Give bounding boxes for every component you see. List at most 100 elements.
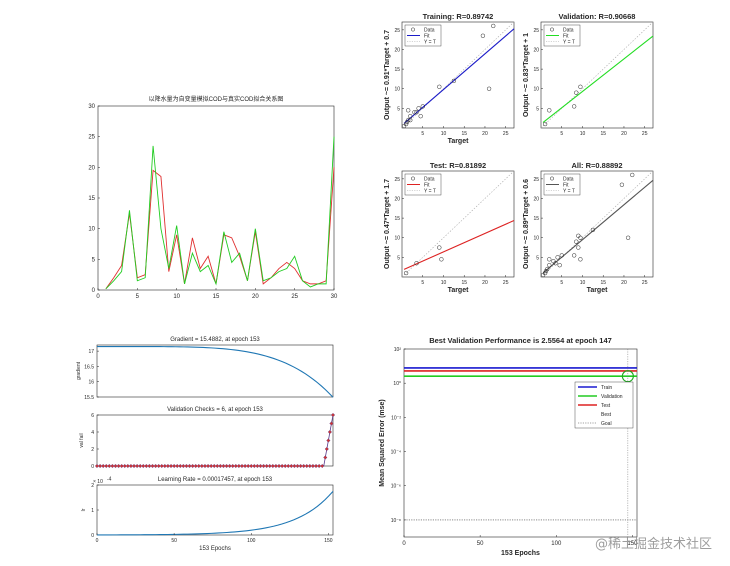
- valfail-marker: [298, 463, 303, 469]
- cod-x-tick-label: 0: [96, 294, 100, 300]
- valfail-marker: [249, 463, 254, 469]
- valfail-marker: [327, 429, 332, 435]
- perf-legend-label-goal: Goal: [601, 421, 612, 427]
- training-legend-fit-label: Fit: [424, 34, 430, 40]
- valfail-marker: [184, 463, 189, 469]
- all-y-tick-label: 10: [533, 236, 539, 242]
- validation-data-point: [572, 104, 577, 109]
- all-legend-identity-label: Y = T: [563, 189, 575, 195]
- valfail-marker: [304, 463, 309, 469]
- validation-x-tick-label: 15: [600, 131, 606, 137]
- perf-y-tick-label: 10⁰: [393, 381, 401, 387]
- valfail-plot-area: [96, 414, 334, 467]
- valfail-marker: [104, 463, 109, 469]
- perf-x-label: 153 Epochs: [501, 550, 540, 557]
- all-data-point: [542, 270, 548, 276]
- training-legend-box: [404, 24, 442, 47]
- valfail-marker: [252, 463, 257, 469]
- training-legend-data-marker: [411, 27, 415, 32]
- valfail-marker: [165, 463, 171, 469]
- validation-data-point: [547, 108, 552, 113]
- valfail-marker: [255, 463, 260, 469]
- valfail-marker: [122, 463, 127, 469]
- test-x-label: Target: [448, 287, 470, 294]
- training-data-point: [406, 108, 411, 113]
- valfail-marker: [187, 463, 192, 469]
- all-y-tick-label: 20: [533, 196, 539, 202]
- all-legend-data-label: Data: [563, 177, 574, 183]
- validation-y-tick-label: 5: [536, 106, 539, 112]
- validation-legend-fit-label: Fit: [563, 34, 569, 40]
- valfail-marker: [236, 463, 241, 469]
- valfail-marker: [153, 463, 158, 469]
- all-y-tick-label: 25: [533, 177, 539, 183]
- test-legend-data-label: Data: [424, 177, 435, 183]
- validation-x-tick-label: 20: [621, 131, 627, 137]
- valfail-marker: [116, 463, 121, 469]
- valfail-marker: [320, 463, 325, 469]
- perf-y-tick-label: 10⁻⁴: [391, 450, 401, 456]
- gradient-y-tick-label: 17: [88, 349, 94, 355]
- test-x-tick-label: 10: [441, 280, 447, 286]
- validation-y-label: Output ~= 0.83*Target + 1: [523, 33, 530, 117]
- all-data-point: [559, 253, 564, 258]
- test-data-point: [414, 261, 419, 266]
- training-x-label: Target: [448, 138, 470, 145]
- lr-x-tick-label: 100: [247, 538, 256, 544]
- lr-x-tick-label: 0: [96, 538, 99, 544]
- all-x-tick-label: 25: [642, 280, 648, 286]
- valfail-marker: [301, 463, 306, 469]
- test-fit-line: [403, 220, 515, 270]
- training-legend-identity-label: Y = T: [424, 40, 436, 46]
- training-x-tick-label: 10: [441, 131, 447, 137]
- valfail-marker: [159, 463, 164, 469]
- valfail-marker: [239, 463, 245, 469]
- validation-x-tick-label: 25: [642, 131, 648, 137]
- validation-legend-box: [543, 24, 581, 47]
- valfail-marker: [283, 463, 288, 469]
- test-y-tick-label: 5: [397, 255, 400, 261]
- training-y-tick-label: 15: [394, 67, 400, 73]
- cod-x-tick-label: 20: [252, 294, 259, 300]
- test-legend-box: [404, 173, 442, 196]
- training-title: Training: R=0.89742: [423, 12, 494, 21]
- cod-series-real: [105, 136, 335, 290]
- valfail-marker: [264, 463, 269, 469]
- perf-best-marker: [621, 370, 634, 383]
- all-data-point: [555, 255, 560, 260]
- valfail-marker: [125, 463, 130, 469]
- valfail-marker: [323, 455, 328, 460]
- valfail-marker: [230, 463, 235, 469]
- test-data-point: [439, 257, 444, 262]
- valfail-marker: [227, 463, 232, 469]
- valfail-marker: [135, 463, 140, 469]
- all-data-point: [578, 235, 583, 240]
- valfail-marker: [141, 463, 146, 469]
- valfail-marker: [289, 463, 294, 469]
- cod-x-tick-label: 15: [213, 294, 220, 300]
- test-y-label: Output ~= 0.47*Target + 1.7: [384, 179, 391, 269]
- training-data-point: [480, 33, 486, 38]
- perf-x-tick-label: 0: [402, 541, 406, 547]
- valfail-marker: [144, 463, 149, 469]
- test-y-tick-label: 15: [394, 216, 400, 222]
- lr-y-tick-label: 0: [91, 533, 94, 539]
- valfail-marker: [329, 421, 334, 426]
- training-y-tick-label: 25: [394, 28, 400, 34]
- training-y-label: Output ~= 0.91*Target + 0.7: [384, 30, 391, 120]
- cod-y-tick-label: 20: [88, 165, 95, 171]
- all-y-tick-label: 5: [536, 255, 539, 261]
- valfail-title: Validation Checks = 6, at epoch 153: [167, 407, 263, 413]
- gradient-y-tick-label: 16: [88, 380, 94, 386]
- valfail-marker: [101, 463, 106, 469]
- test-y-tick-label: 10: [394, 236, 400, 242]
- test-data-point: [437, 245, 442, 250]
- valfail-marker: [107, 463, 112, 469]
- valfail-marker: [246, 463, 251, 469]
- training-data-point: [403, 121, 409, 127]
- valfail-marker: [175, 463, 180, 469]
- test-y-tick-label: 20: [394, 196, 400, 202]
- lr-exponent-label: × 10: [93, 479, 103, 485]
- all-x-tick-label: 20: [621, 280, 627, 286]
